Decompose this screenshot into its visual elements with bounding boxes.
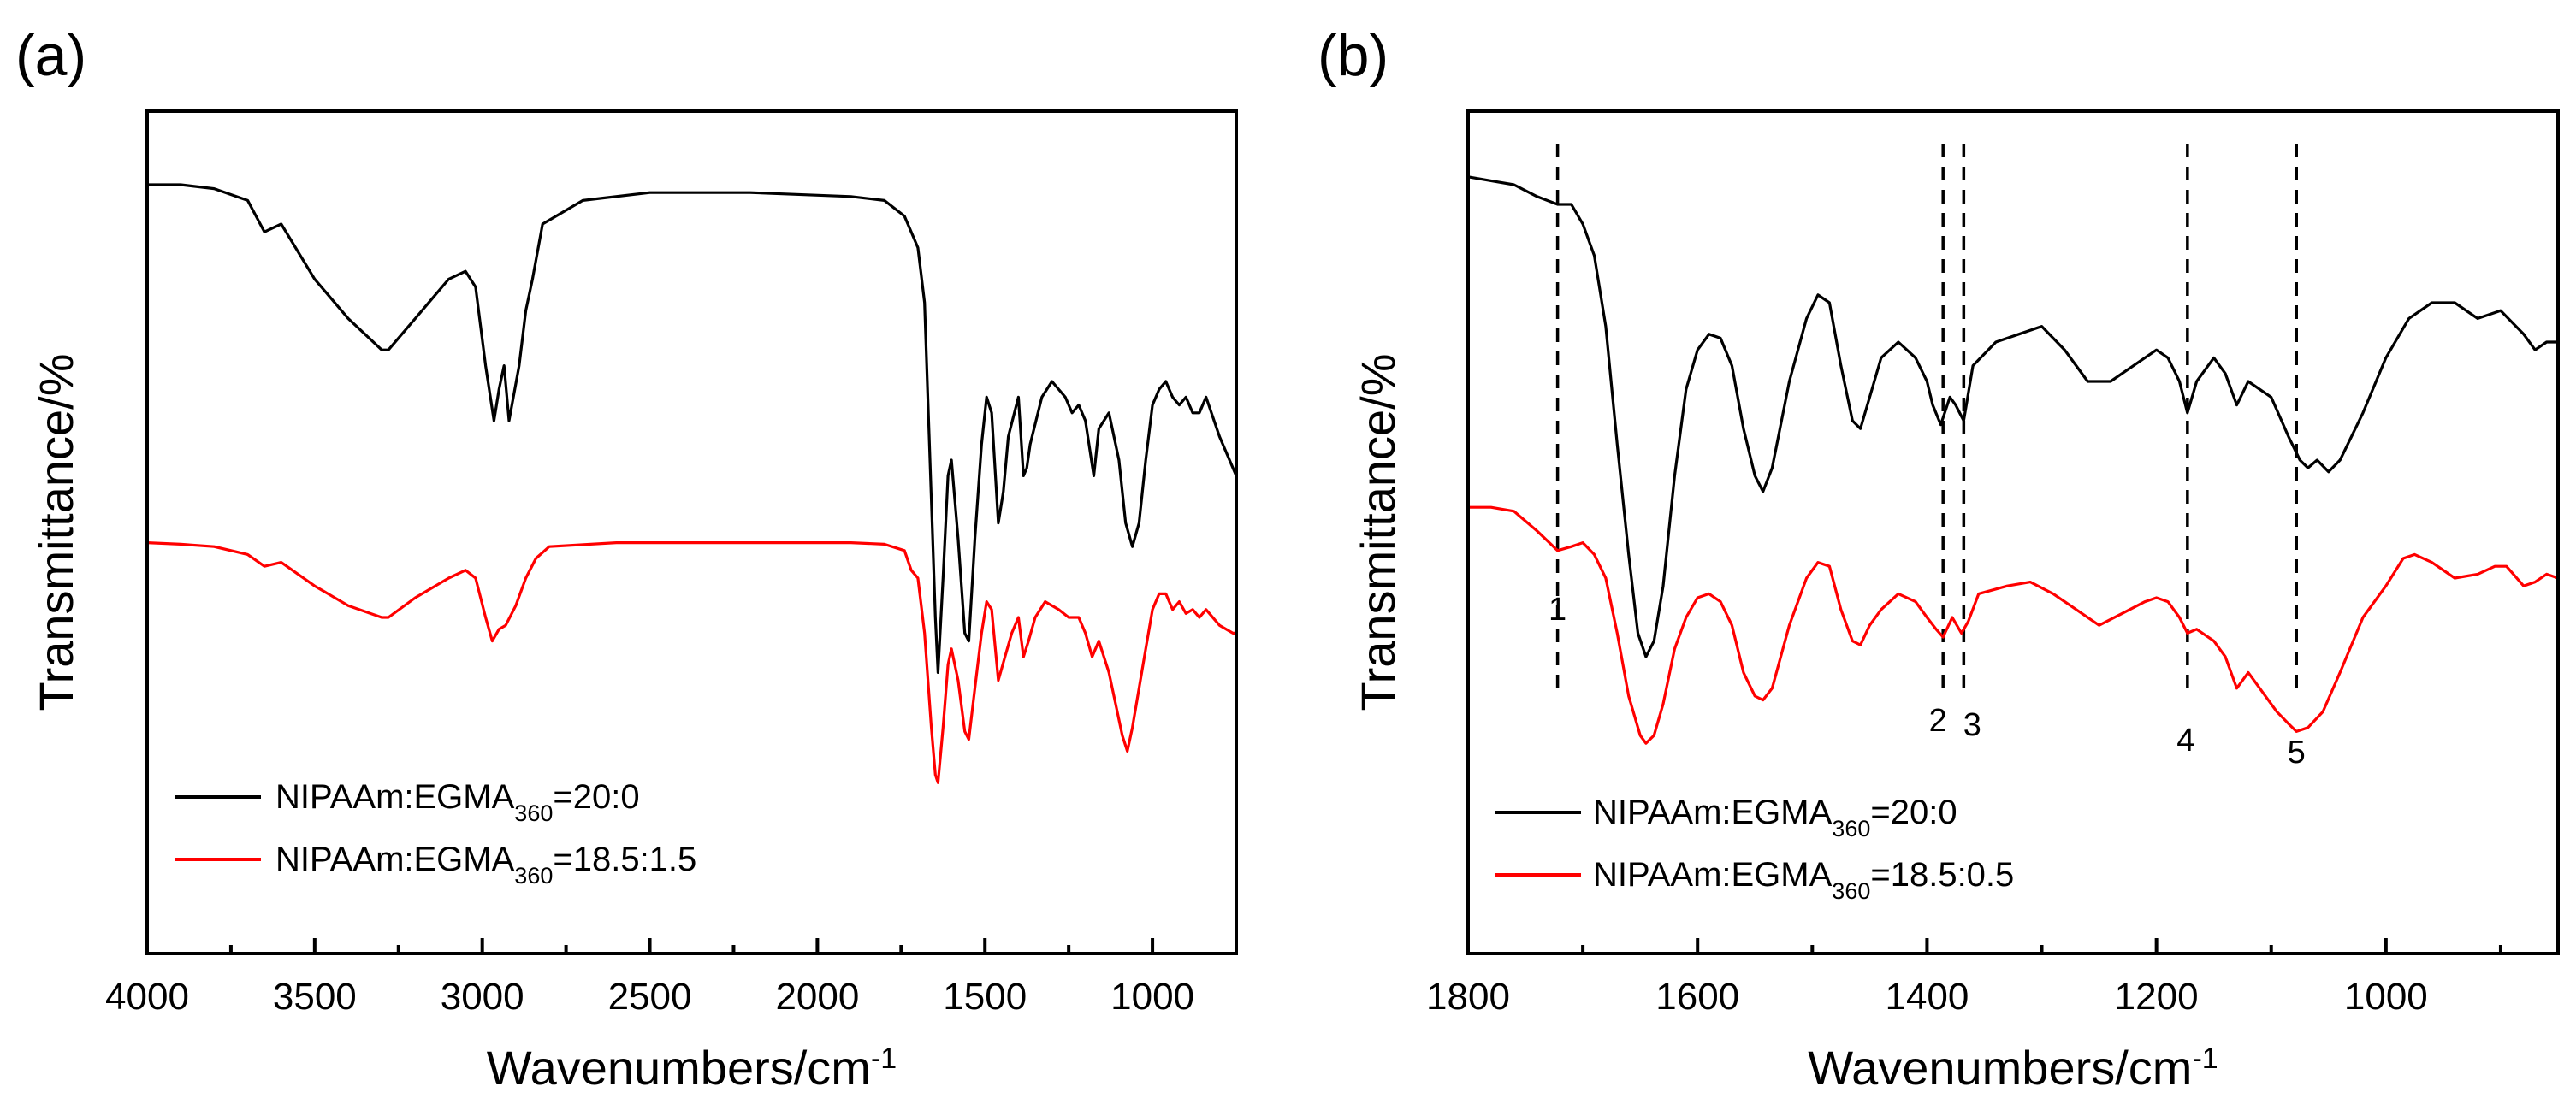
legend-label-name: NIPAAm:EGMA: [1593, 856, 1833, 894]
x-axis-label-superscript: -1: [2192, 1042, 2218, 1075]
legend-label-2: NIPAAm:EGMA360=18.5:1.5: [275, 841, 696, 889]
x-axis-label: Wavenumbers/cm-1: [1808, 1041, 2218, 1095]
annotation-label: 5: [2288, 735, 2306, 770]
legend-label-subscript: 360: [1832, 816, 1870, 841]
x-tick-label: 3000: [441, 976, 524, 1018]
x-axis-label-superscript: -1: [871, 1042, 897, 1075]
x-axis-label-text: Wavenumbers/cm: [1808, 1041, 2192, 1095]
legend-label-subscript: 360: [514, 863, 553, 889]
annotation-label: 3: [1963, 707, 1981, 743]
plot-frame: [145, 109, 1238, 955]
legend-label-ratio: =18.5:1.5: [553, 841, 696, 878]
legend-label-subscript: 360: [1832, 878, 1870, 904]
annotation-label: 1: [1549, 592, 1566, 628]
x-axis-label: Wavenumbers/cm-1: [487, 1041, 897, 1095]
y-axis-label: Transmittance/%: [29, 353, 83, 711]
x-tick-label: 1600: [1655, 976, 1739, 1018]
panel-label: (b): [1318, 23, 1389, 88]
annotation-label: 4: [2176, 723, 2194, 759]
legend-label-ratio: =18.5:0.5: [1870, 856, 2014, 894]
x-tick-label: 1500: [943, 976, 1027, 1018]
series-line-2: [146, 541, 1236, 784]
x-tick-label: 3500: [273, 976, 357, 1018]
legend-label-name: NIPAAm:EGMA: [275, 841, 515, 878]
x-axis-label-text: Wavenumbers/cm: [487, 1041, 871, 1095]
x-tick-label: 2500: [608, 976, 692, 1018]
x-tick-label: 1000: [1110, 976, 1194, 1018]
x-tick-label: 1200: [2115, 976, 2199, 1018]
series-line-1: [147, 183, 1238, 674]
plot-frame: [1466, 109, 2560, 955]
x-tick-label: 1000: [2344, 976, 2428, 1018]
panel-label: (a): [15, 23, 86, 88]
legend-label-name: NIPAAm:EGMA: [1593, 794, 1833, 831]
chart-panel-a: (a) 4000 3500 3000 2500 2000 1500 1000 Wavenumbe…: [15, 23, 1238, 1095]
series-line-1: [1467, 175, 2558, 658]
legend-label-1: NIPAAm:EGMA360=20:0: [275, 778, 640, 826]
x-tick-label: 1400: [1885, 976, 1969, 1018]
y-axis-label: Transmittance/%: [1351, 353, 1405, 711]
x-tick-label: 1800: [1426, 976, 1510, 1018]
legend-label-ratio: =20:0: [1870, 794, 1957, 831]
legend-label-1: NIPAAm:EGMA360=20:0: [1593, 794, 1957, 841]
annotation-label: 2: [1929, 703, 1947, 739]
x-tick-label: 2000: [775, 976, 859, 1018]
legend-label-2: NIPAAm:EGMA360=18.5:0.5: [1593, 856, 2014, 904]
legend-label-subscript: 360: [514, 800, 553, 826]
x-tick-label: 4000: [105, 976, 189, 1018]
series-line-2: [1468, 505, 2559, 745]
legend-label-name: NIPAAm:EGMA: [275, 778, 515, 816]
legend-label-ratio: =20:0: [553, 778, 639, 816]
